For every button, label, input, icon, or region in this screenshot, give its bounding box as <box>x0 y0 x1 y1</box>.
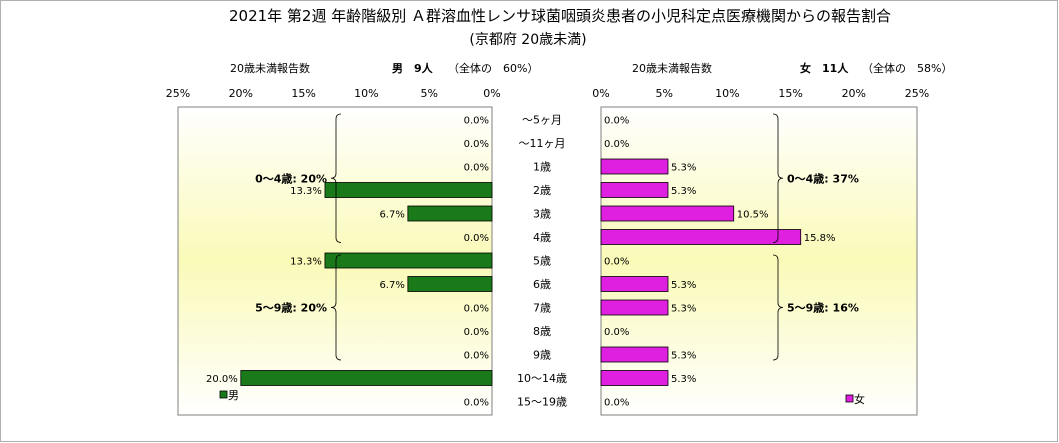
male-x-tick-label: 5% <box>420 87 437 100</box>
category-label: 5歳 <box>533 255 551 268</box>
male-bar <box>324 252 493 269</box>
male-value-label: 0.0% <box>464 304 489 315</box>
female-age-group-label: 0～4歳: 37% <box>787 171 859 185</box>
male-x-tick-label: 20% <box>229 87 253 100</box>
female-x-tick-label: 25% <box>905 87 929 100</box>
male-header-share: （全体の 60%） <box>448 61 538 75</box>
female-bar <box>600 205 735 222</box>
male-value-label: 0.0% <box>464 163 489 174</box>
category-label: 10～14歳 <box>517 372 567 385</box>
male-value-label: 6.7% <box>379 210 404 221</box>
female-value-label: 0.0% <box>604 116 629 127</box>
age-group-bracket <box>772 113 784 243</box>
female-plot-area <box>600 106 918 416</box>
female-value-label: 5.3% <box>671 186 696 197</box>
male-value-label: 0.0% <box>464 398 489 409</box>
female-legend-swatch <box>845 394 854 403</box>
female-x-tick-label: 10% <box>715 87 739 100</box>
female-value-label: 0.0% <box>604 257 629 268</box>
male-x-tick-label: 10% <box>354 87 378 100</box>
category-label: 7歳 <box>533 302 551 315</box>
female-bar <box>600 346 669 363</box>
category-label: 9歳 <box>533 349 551 362</box>
female-value-label: 0.0% <box>604 139 629 150</box>
female-header-label: 20歳未満報告数 <box>632 62 712 75</box>
male-x-tick-label: 25% <box>166 87 190 100</box>
male-value-label: 20.0% <box>206 374 238 385</box>
male-header-count: 男 9人 <box>392 61 434 75</box>
female-legend-label: 女 <box>854 392 865 406</box>
category-label: 4歳 <box>533 231 551 244</box>
male-legend-swatch <box>219 390 228 399</box>
category-label: ～11ヶ月 <box>519 137 566 150</box>
female-header-count: 女 11人 <box>800 61 849 75</box>
female-header-share: （全体の 58%） <box>862 61 952 75</box>
female-bar <box>600 182 669 198</box>
male-bar <box>324 182 493 198</box>
age-group-bracket <box>772 254 784 361</box>
female-value-label: 10.5% <box>737 210 769 221</box>
male-value-label: 6.7% <box>379 280 404 291</box>
male-value-label: 0.0% <box>464 116 489 127</box>
female-x-tick-label: 5% <box>655 87 672 100</box>
male-value-label: 0.0% <box>464 139 489 150</box>
female-x-tick-label: 20% <box>842 87 866 100</box>
female-bar <box>600 158 669 175</box>
female-value-label: 5.3% <box>671 351 696 362</box>
female-value-label: 15.8% <box>804 233 836 244</box>
category-label: 6歳 <box>533 278 551 291</box>
category-label: 15～19歳 <box>517 396 567 409</box>
male-bar <box>407 205 493 222</box>
age-group-brackets: 0～4歳: 20% 5～9歳: 20% 0～4歳: 37% 5～9歳: 16% <box>255 113 859 361</box>
female-bar <box>600 370 669 386</box>
male-age-group-label: 5～9歳: 20% <box>255 301 327 315</box>
male-series: 0.0% 0.0% 0.0% 13.3% 6.7% 0.0% 13.3% 6.7% 0.0% 0.… <box>206 116 493 409</box>
chart-title: 2021年 第2週 年齢階級別 Ａ群溶血性レンサ球菌咽頭炎患者の小児科定点医療機… <box>229 7 891 25</box>
female-value-label: 0.0% <box>604 398 629 409</box>
age-group-bracket <box>330 254 342 361</box>
male-value-label: 13.3% <box>290 257 322 268</box>
female-bar <box>600 229 802 245</box>
female-x-tick-label: 0% <box>592 87 609 100</box>
male-x-tick-label: 15% <box>291 87 315 100</box>
male-bar <box>240 370 493 386</box>
male-age-group-label: 0～4歳: 20% <box>255 171 327 185</box>
male-value-label: 0.0% <box>464 327 489 338</box>
male-value-label: 0.0% <box>464 351 489 362</box>
female-bar <box>600 299 669 316</box>
female-series: 0.0% 0.0% 5.3% 5.3% 10.5% 15.8% 0.0% 5.3% 5.3% 0.… <box>600 116 836 409</box>
female-value-label: 5.3% <box>671 374 696 385</box>
male-value-label: 13.3% <box>290 186 322 197</box>
chart-subtitle: (京都府 20歳未満) <box>469 32 586 48</box>
female-value-label: 0.0% <box>604 327 629 338</box>
category-label: 2歳 <box>533 184 551 197</box>
female-age-group-label: 5～9歳: 16% <box>787 301 859 315</box>
female-value-label: 5.3% <box>671 280 696 291</box>
female-value-label: 5.3% <box>671 163 696 174</box>
category-label: 8歳 <box>533 325 551 338</box>
male-value-label: 0.0% <box>464 233 489 244</box>
male-bar <box>407 276 493 292</box>
male-x-tick-label: 0% <box>483 87 500 100</box>
category-labels: ～5ヶ月 ～11ヶ月 1歳 2歳 3歳 4歳 5歳 6歳 7歳 8歳 9歳 10～14歳 15～19歳 <box>517 114 567 409</box>
female-value-label: 5.3% <box>671 304 696 315</box>
category-label: ～5ヶ月 <box>522 114 562 127</box>
category-label: 3歳 <box>533 208 551 221</box>
female-bar <box>600 276 669 292</box>
axis-ticks: 0% 0% 5% 5% 10% 10% 15% 15% 20% 20% 25% 25% <box>166 87 929 100</box>
female-x-tick-label: 15% <box>778 87 802 100</box>
category-label: 1歳 <box>533 161 551 174</box>
age-group-bracket <box>330 113 342 243</box>
male-header-label: 20歳未満報告数 <box>230 62 310 75</box>
male-legend-label: 男 <box>228 389 239 402</box>
